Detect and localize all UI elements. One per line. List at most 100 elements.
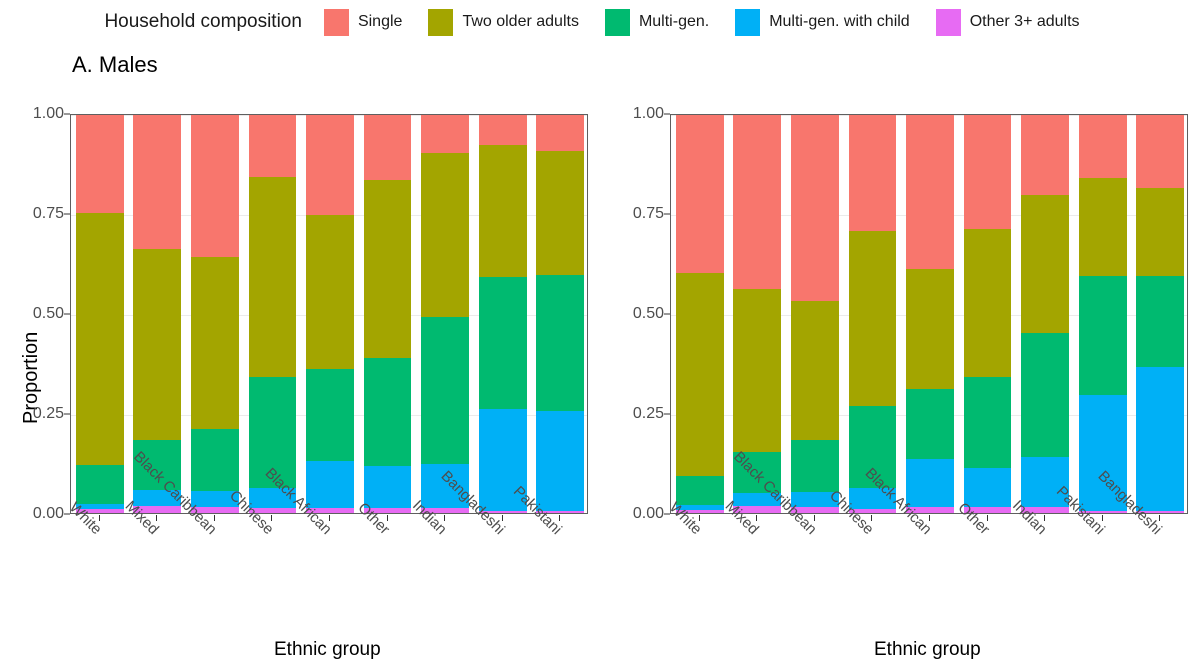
bar-segment <box>906 269 954 389</box>
legend-swatch-other_3plus <box>935 8 961 36</box>
bar-indian[interactable] <box>421 115 469 513</box>
bar-segment <box>75 465 124 504</box>
bar-black-caribbean[interactable] <box>791 115 839 513</box>
bar-segment <box>848 487 897 509</box>
bar-pakistani[interactable] <box>1078 115 1127 513</box>
y-tick-mark <box>64 513 70 515</box>
legend-item-multi_gen_child[interactable]: Multi-gen. with child <box>735 8 910 36</box>
bar-white[interactable] <box>675 115 724 513</box>
y-tick-label: 0.75 <box>632 205 664 222</box>
bar-segment <box>478 510 527 513</box>
bar-segment <box>75 213 124 465</box>
bar-segment <box>421 507 469 513</box>
x-tick-mark <box>559 515 561 521</box>
y-tick-mark <box>64 213 70 215</box>
x-tick-mark <box>386 515 388 521</box>
bar-segment <box>191 429 239 491</box>
bar-segment <box>963 377 1012 469</box>
legend-swatch-single <box>323 8 349 36</box>
bar-segment <box>133 489 182 506</box>
x-tick-mark <box>213 515 215 521</box>
bar-segment <box>536 510 585 513</box>
bar-segment <box>248 177 297 377</box>
bar-segment <box>306 215 354 369</box>
bar-segment <box>1021 333 1069 457</box>
y-tick-mark <box>664 413 670 415</box>
y-tick-label: 0.00 <box>32 505 64 522</box>
legend-swatch-two_older_adults <box>428 8 454 36</box>
bar-segment <box>733 115 782 289</box>
bar-segment <box>675 475 724 505</box>
bar-segment <box>191 257 239 429</box>
bar-bangladeshi[interactable] <box>1136 115 1185 513</box>
bar-other[interactable] <box>963 115 1012 513</box>
bar-segment <box>478 276 527 409</box>
x-tick-mark <box>156 515 158 521</box>
bar-segment <box>363 357 412 466</box>
bar-segment <box>1078 510 1127 513</box>
bar-indian[interactable] <box>1021 115 1069 513</box>
bar-segment <box>363 179 412 358</box>
bar-segment <box>791 301 839 441</box>
bar-segment <box>248 377 297 489</box>
bar-segment <box>248 115 297 177</box>
bar-segment <box>421 115 469 153</box>
x-tick-mark <box>698 515 700 521</box>
bar-segment <box>306 115 354 215</box>
bar-segment <box>848 115 897 231</box>
y-tick-label: 1.00 <box>632 105 664 122</box>
legend-item-other_3plus[interactable]: Other 3+ adults <box>935 8 1080 36</box>
bar-segment <box>133 249 182 440</box>
bar-chinese[interactable] <box>848 115 897 513</box>
bar-segment <box>675 505 724 510</box>
bar-segment <box>1078 177 1127 277</box>
y-tick-mark <box>664 313 670 315</box>
bar-black-caribbean[interactable] <box>191 115 239 513</box>
x-tick-mark <box>986 515 988 521</box>
x-axis-title-b: Ethnic group <box>874 639 981 660</box>
legend-label-two_older_adults: Two older adults <box>462 13 579 30</box>
bar-bangladeshi[interactable] <box>478 115 527 513</box>
panel-a-title: A. Males <box>72 52 158 77</box>
bar-segment <box>75 509 124 513</box>
bar-segment <box>536 274 585 411</box>
bar-segment <box>1021 195 1069 333</box>
legend-item-two_older_adults[interactable]: Two older adults <box>428 8 579 36</box>
x-tick-mark <box>871 515 873 521</box>
bar-black-african[interactable] <box>906 115 954 513</box>
bar-segment <box>1136 187 1185 277</box>
y-tick-label: 0.25 <box>632 405 664 422</box>
panel-females: B. Females Proportion 0.000.250.500.751.… <box>600 44 1200 672</box>
x-tick-mark <box>271 515 273 521</box>
x-tick-mark <box>756 515 758 521</box>
legend: Household composition Single Two older ad… <box>0 0 1200 44</box>
bar-segment <box>536 115 585 151</box>
bar-mixed[interactable] <box>133 115 182 513</box>
y-tick-mark <box>64 113 70 115</box>
bar-chinese[interactable] <box>248 115 297 513</box>
bar-other[interactable] <box>363 115 412 513</box>
bar-black-african[interactable] <box>306 115 354 513</box>
bar-segment <box>75 503 124 509</box>
bar-segment <box>906 459 954 508</box>
y-tick-label: 0.75 <box>32 205 64 222</box>
legend-item-single[interactable]: Single <box>323 8 402 36</box>
bar-mixed[interactable] <box>733 115 782 513</box>
bar-pakistani[interactable] <box>536 115 585 513</box>
y-axis-ticks-b: 0.00 0.25 0.50 0.75 1.00 <box>612 105 664 522</box>
bar-segment <box>306 369 354 461</box>
bar-segment <box>191 115 239 257</box>
plot-area-males <box>70 114 588 514</box>
x-tick-mark <box>929 515 930 521</box>
bar-segment <box>1078 115 1127 178</box>
bar-segment <box>421 463 469 508</box>
legend-item-multi_gen[interactable]: Multi-gen. <box>604 8 709 36</box>
bar-segment <box>906 115 954 269</box>
bar-segment <box>1136 510 1185 513</box>
bar-segment <box>248 508 297 513</box>
x-axis-title-a: Ethnic group <box>274 639 381 660</box>
bar-white[interactable] <box>75 115 124 513</box>
legend-swatch-multi_gen <box>604 8 630 36</box>
y-tick-label: 0.50 <box>32 305 64 322</box>
x-tick-mark <box>444 515 446 521</box>
